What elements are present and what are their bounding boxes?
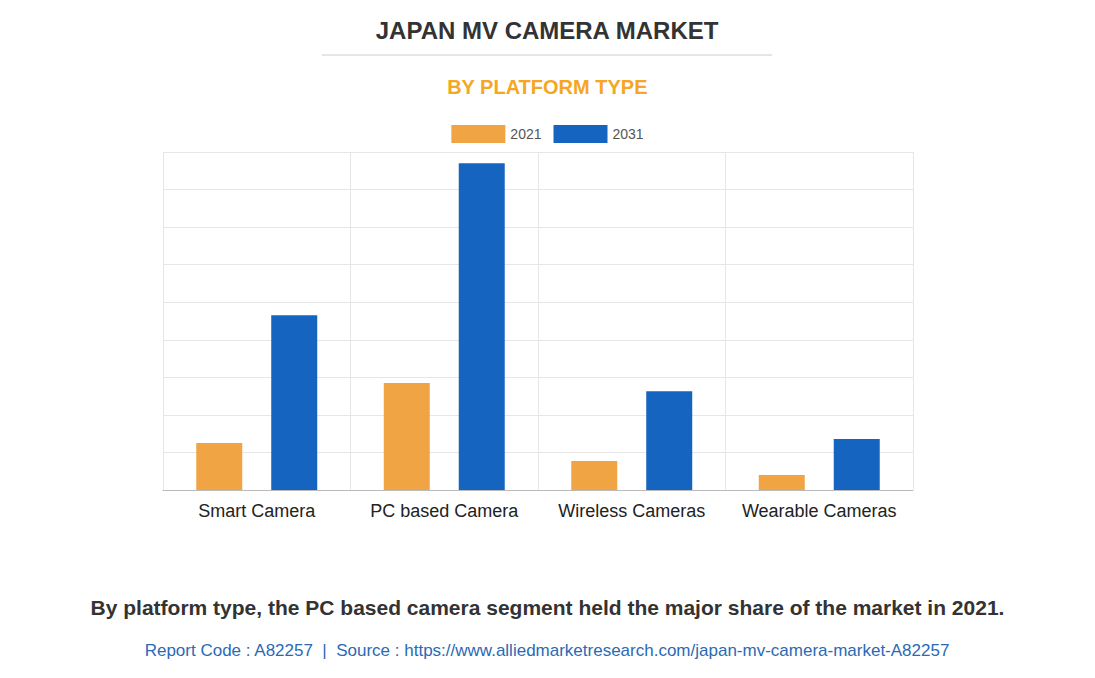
svg-text:Wireless Cameras: Wireless Cameras	[558, 501, 705, 521]
svg-text:Wearable Cameras: Wearable Cameras	[742, 501, 897, 521]
svg-text:PC based Camera: PC based Camera	[370, 501, 519, 521]
svg-text:Smart Camera: Smart Camera	[198, 501, 316, 521]
svg-text:By platform type, the PC based: By platform type, the PC based camera se…	[91, 596, 1005, 619]
svg-text:Report Code : A82257 | Sourc: Report Code : A82257 | Source : https://…	[145, 641, 950, 660]
svg-text:2031: 2031	[613, 126, 644, 142]
svg-text:2021: 2021	[510, 126, 541, 142]
svg-text:BY PLATFORM TYPE: BY PLATFORM TYPE	[447, 76, 647, 98]
svg-text:JAPAN MV CAMERA MARKET: JAPAN MV CAMERA MARKET	[376, 17, 719, 44]
